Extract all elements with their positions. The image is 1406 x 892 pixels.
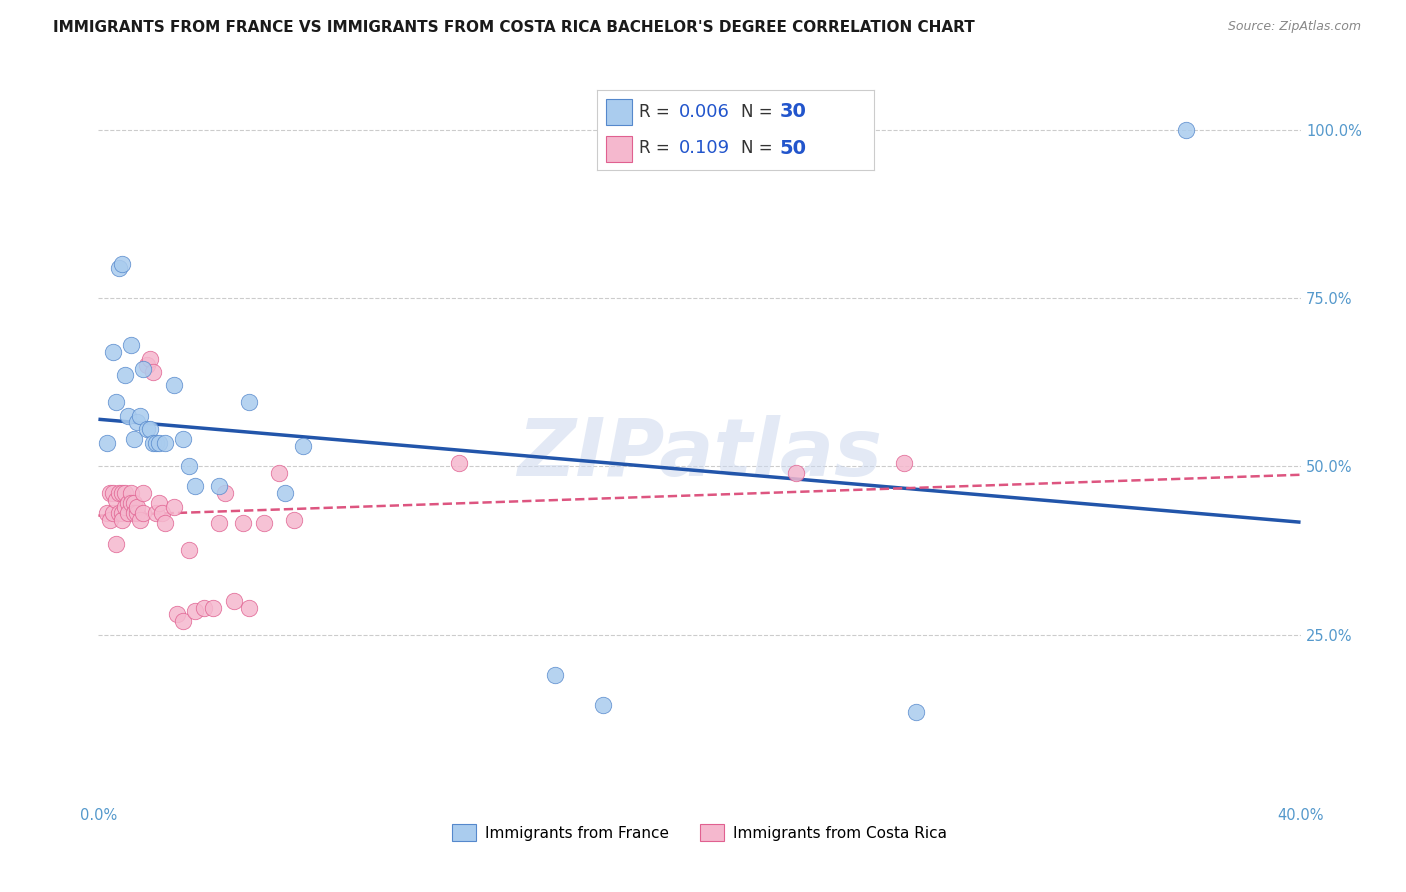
- Point: [135, 422, 157, 436]
- Point: [145, 435, 167, 450]
- Point: [103, 344, 125, 359]
- Point: [238, 395, 260, 409]
- Text: ZIPatlas: ZIPatlas: [517, 415, 882, 493]
- Point: [904, 705, 927, 719]
- Point: [232, 516, 254, 531]
- Point: [127, 507, 149, 521]
- Point: [274, 486, 297, 500]
- Point: [148, 435, 170, 450]
- Point: [150, 507, 173, 521]
- Point: [183, 604, 205, 618]
- Point: [117, 496, 139, 510]
- Point: [132, 507, 155, 521]
- Point: [114, 368, 136, 383]
- Point: [166, 607, 188, 622]
- Point: [121, 496, 143, 510]
- Point: [117, 409, 139, 423]
- Point: [183, 479, 205, 493]
- Point: [105, 536, 128, 550]
- Point: [96, 435, 118, 450]
- Point: [253, 516, 276, 531]
- Point: [135, 358, 157, 372]
- Point: [447, 456, 470, 470]
- Point: [114, 486, 136, 500]
- Point: [127, 416, 149, 430]
- Point: [103, 486, 125, 500]
- Point: [124, 496, 146, 510]
- Point: [267, 466, 290, 480]
- Point: [893, 456, 915, 470]
- Legend: Immigrants from France, Immigrants from Costa Rica: Immigrants from France, Immigrants from …: [446, 818, 953, 847]
- Text: IMMIGRANTS FROM FRANCE VS IMMIGRANTS FROM COSTA RICA BACHELOR'S DEGREE CORRELATI: IMMIGRANTS FROM FRANCE VS IMMIGRANTS FRO…: [53, 20, 976, 35]
- Point: [100, 486, 122, 500]
- Point: [222, 594, 245, 608]
- Point: [145, 507, 167, 521]
- Point: [172, 614, 194, 628]
- Text: Source: ZipAtlas.com: Source: ZipAtlas.com: [1227, 20, 1361, 33]
- Point: [201, 600, 224, 615]
- Point: [141, 365, 163, 379]
- Point: [544, 668, 567, 682]
- Point: [291, 439, 314, 453]
- Point: [111, 513, 134, 527]
- Point: [121, 338, 143, 352]
- Point: [148, 496, 170, 510]
- Point: [162, 500, 184, 514]
- Point: [108, 507, 131, 521]
- Point: [121, 486, 143, 500]
- Point: [96, 507, 118, 521]
- Point: [111, 257, 134, 271]
- Point: [214, 486, 236, 500]
- Point: [785, 466, 807, 480]
- Point: [117, 507, 139, 521]
- Point: [124, 432, 146, 446]
- Point: [105, 395, 128, 409]
- Point: [114, 500, 136, 514]
- Point: [105, 492, 128, 507]
- Point: [132, 361, 155, 376]
- Point: [283, 513, 305, 527]
- Point: [162, 378, 184, 392]
- Point: [124, 507, 146, 521]
- Point: [208, 479, 231, 493]
- Point: [100, 513, 122, 527]
- Point: [108, 486, 131, 500]
- Point: [153, 435, 176, 450]
- Point: [138, 351, 160, 366]
- Point: [111, 507, 134, 521]
- Point: [111, 486, 134, 500]
- Point: [141, 435, 163, 450]
- Point: [238, 600, 260, 615]
- Point: [153, 516, 176, 531]
- Point: [108, 260, 131, 275]
- Point: [193, 600, 215, 615]
- Point: [103, 507, 125, 521]
- Point: [172, 432, 194, 446]
- Point: [138, 422, 160, 436]
- Point: [177, 543, 200, 558]
- Point: [208, 516, 231, 531]
- Point: [177, 459, 200, 474]
- Point: [127, 500, 149, 514]
- Point: [592, 698, 614, 713]
- Point: [129, 409, 152, 423]
- Point: [1175, 122, 1198, 136]
- Point: [132, 486, 155, 500]
- Point: [129, 513, 152, 527]
